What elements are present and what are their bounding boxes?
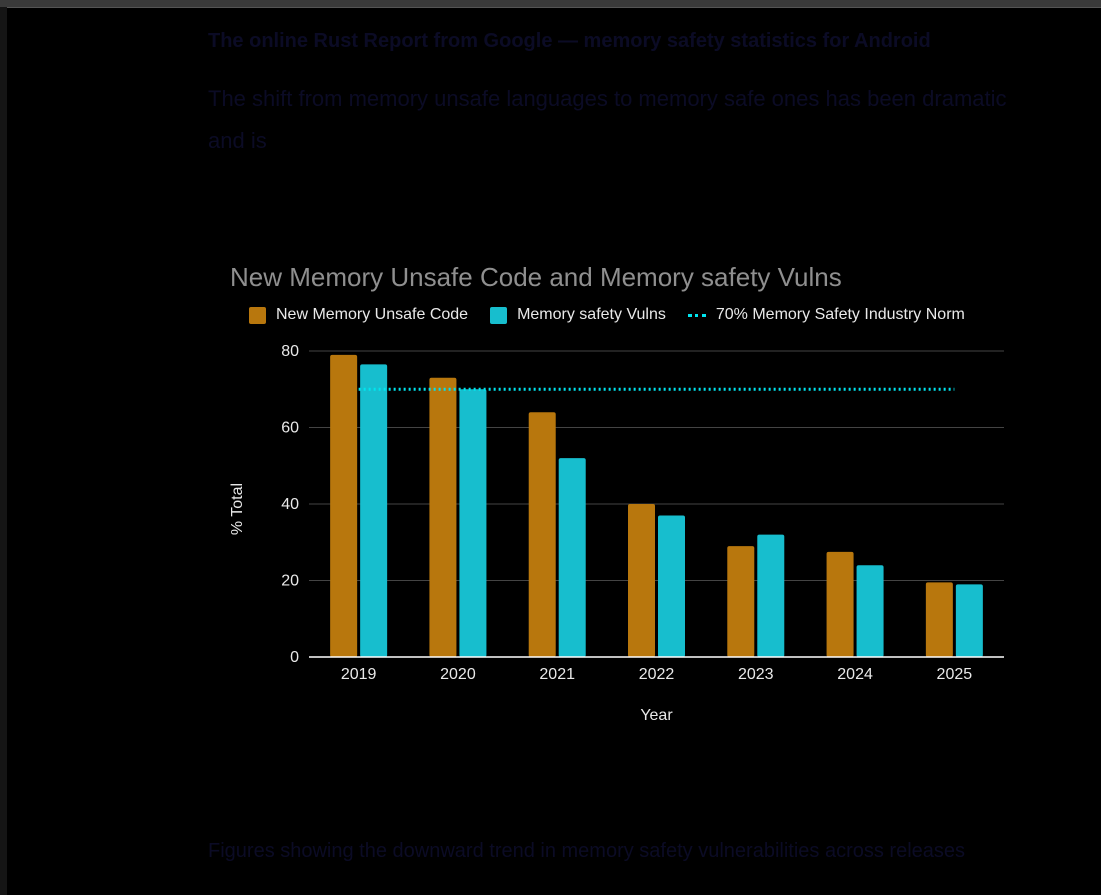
bar-vulns [658,515,685,657]
legend-swatch-vulns [490,306,508,324]
obscured-paragraph-line-1: The shift from memory unsafe languages t… [208,86,1007,111]
y-tick-label: 60 [281,420,299,437]
obscured-paragraph-line-2: and is [208,128,267,153]
plot-area: 0 20 40 60 80 2019 2020 2021 2022 2023 2024 2025 Yea… [229,343,1004,724]
x-tick-label: 2019 [341,666,377,683]
x-tick-label: 2025 [937,666,973,683]
chart-legend: New Memory Unsafe Code Memory safety Vul… [249,306,965,324]
bar-chart: New Memory Unsafe Code and Memory safety… [222,256,1022,736]
bar-unsafe-code [727,546,755,657]
obscured-paragraph: The shift from memory unsafe languages t… [208,78,1008,162]
legend-label-unsafe-code: New Memory Unsafe Code [276,306,469,323]
bar-unsafe-code [429,377,457,657]
legend-swatch-unsafe-code [249,306,266,324]
legend-item-unsafe-code[interactable]: New Memory Unsafe Code [249,306,468,324]
bar-unsafe-code [330,354,358,657]
legend-label-industry-norm: 70% Memory Safety Industry Norm [715,306,965,323]
y-tick-label: 0 [290,649,299,666]
legend-item-vulns[interactable]: Memory safety Vulns [490,306,666,324]
x-tick-label: 2023 [738,666,774,683]
y-tick-label: 20 [281,573,299,590]
bar-vulns [856,565,884,657]
bar-vulns [757,534,785,657]
legend-label-vulns: Memory safety Vulns [517,306,666,323]
bar-unsafe-code [925,582,953,657]
bar-unsafe-code [628,504,655,657]
bar-vulns [459,389,487,657]
bar-unsafe-code [826,551,854,657]
y-tick-label: 40 [281,496,299,513]
legend-item-industry-norm[interactable]: 70% Memory Safety Industry Norm [687,306,965,324]
legend-dotted-line [687,313,706,317]
window-top-bar [0,0,1101,8]
bar-unsafe-code [528,412,556,657]
x-tick-label: 2020 [440,666,476,683]
obscured-caption: Figures showing the downward trend in me… [208,840,966,862]
y-axis-title: % Total [229,483,246,535]
y-tick-label: 80 [281,343,299,360]
bar-vulns [955,584,983,657]
chart-title: New Memory Unsafe Code and Memory safety… [230,262,842,292]
obscured-heading: The online Rust Report from Google — mem… [208,30,931,52]
window-left-edge [0,7,7,895]
x-tick-label: 2024 [837,666,873,683]
x-axis-title: Year [640,707,673,724]
bar-vulns [360,364,388,657]
bar-vulns [558,458,586,657]
x-tick-label: 2021 [539,666,575,683]
x-tick-label: 2022 [639,666,675,683]
